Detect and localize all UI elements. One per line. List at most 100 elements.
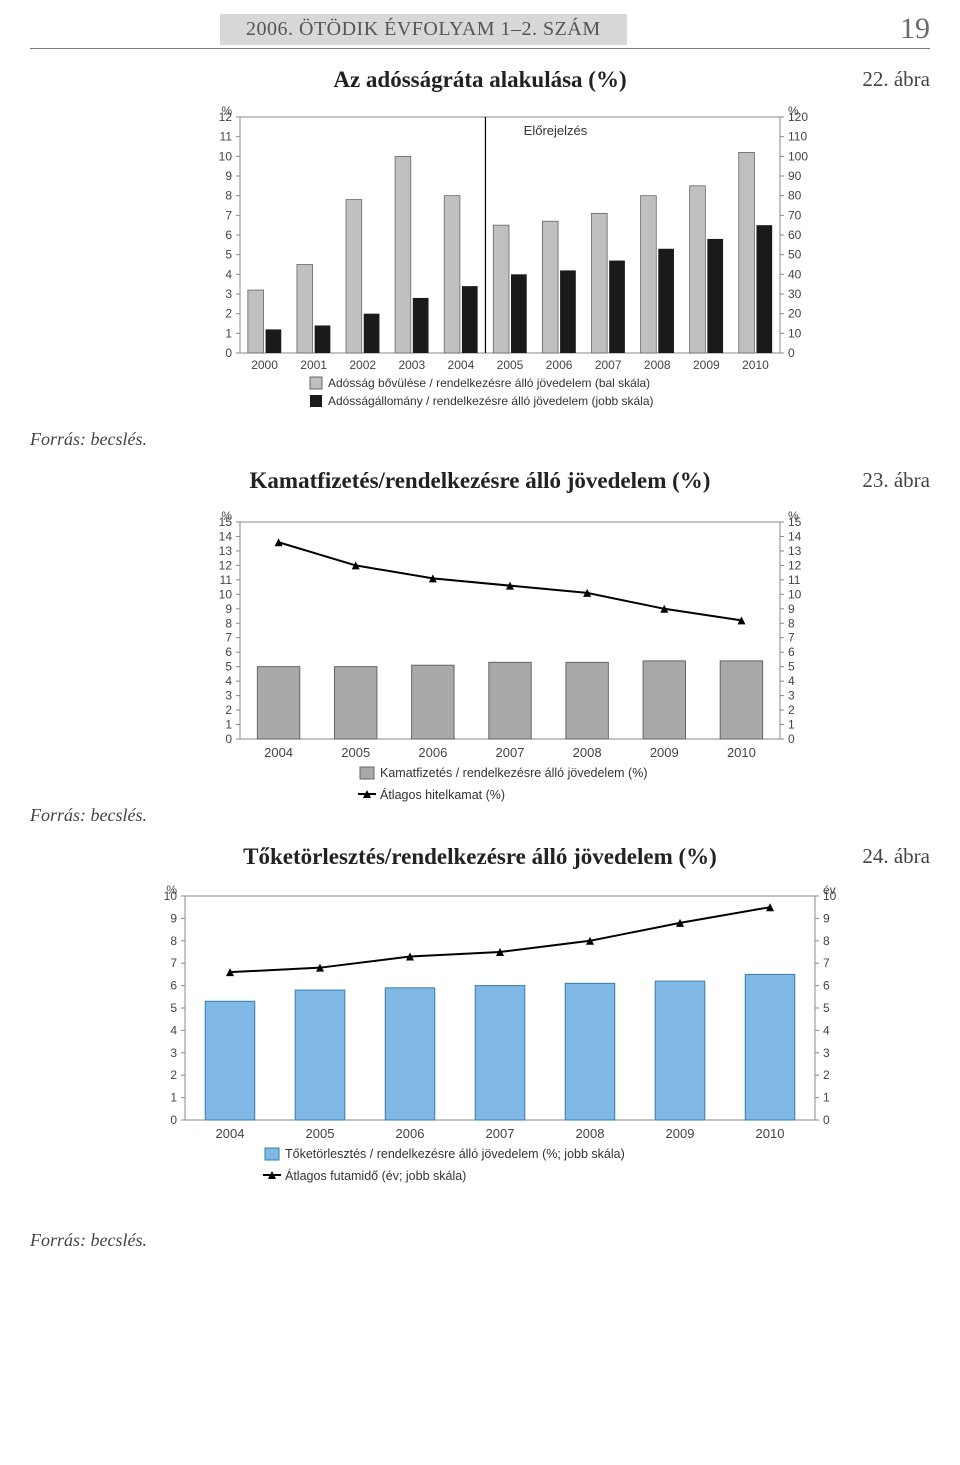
svg-text:2006: 2006 [546, 358, 573, 372]
figure-22-title: Az adósságráta alakulása (%) [30, 67, 930, 93]
svg-text:Előrejelzés: Előrejelzés [524, 123, 588, 138]
svg-text:2010: 2010 [756, 1126, 785, 1141]
svg-text:2001: 2001 [300, 358, 327, 372]
svg-text:3: 3 [225, 689, 232, 703]
svg-text:Adósság bővülése / rendelkezés: Adósság bővülése / rendelkezésre álló jö… [328, 376, 650, 390]
svg-text:11: 11 [220, 130, 233, 144]
svg-text:%: % [221, 104, 232, 118]
svg-text:70: 70 [788, 208, 802, 222]
svg-text:Kamatfizetés / rendelkezésre á: Kamatfizetés / rendelkezésre álló jövede… [380, 766, 647, 780]
figure-23-title: Kamatfizetés/rendelkezésre álló jövedele… [30, 468, 930, 494]
svg-text:5: 5 [225, 248, 232, 262]
svg-text:60: 60 [788, 228, 802, 242]
svg-text:6: 6 [225, 228, 232, 242]
svg-text:Átlagos futamidő (év; jobb ská: Átlagos futamidő (év; jobb skála) [285, 1168, 466, 1183]
svg-text:2004: 2004 [216, 1126, 245, 1141]
svg-text:12: 12 [788, 558, 802, 572]
svg-text:9: 9 [823, 911, 830, 925]
figure-24: 24. ábra Tőketörlesztés/rendelkezésre ál… [30, 844, 930, 1220]
svg-text:2008: 2008 [573, 745, 602, 760]
svg-text:7: 7 [225, 631, 232, 645]
svg-text:2009: 2009 [666, 1126, 695, 1141]
svg-text:7: 7 [823, 956, 830, 970]
svg-text:7: 7 [225, 208, 232, 222]
page-number: 19 [900, 12, 930, 46]
svg-text:5: 5 [170, 1001, 177, 1015]
figure-22-label: 22. ábra [862, 67, 930, 92]
svg-text:2007: 2007 [486, 1126, 515, 1141]
svg-text:6: 6 [788, 645, 795, 659]
svg-text:2004: 2004 [264, 745, 293, 760]
svg-text:2009: 2009 [693, 358, 720, 372]
svg-text:2006: 2006 [418, 745, 447, 760]
svg-text:9: 9 [225, 602, 232, 616]
svg-text:10: 10 [219, 587, 233, 601]
figure-24-title: Tőketörlesztés/rendelkezésre álló jövede… [30, 844, 930, 870]
svg-text:9: 9 [170, 911, 177, 925]
svg-text:2007: 2007 [496, 745, 525, 760]
svg-text:6: 6 [823, 979, 830, 993]
svg-text:1: 1 [788, 718, 795, 732]
svg-text:3: 3 [225, 287, 232, 301]
svg-text:8: 8 [225, 616, 232, 630]
svg-text:1: 1 [225, 326, 232, 340]
svg-text:9: 9 [788, 602, 795, 616]
svg-text:0: 0 [225, 346, 232, 360]
svg-text:8: 8 [788, 616, 795, 630]
svg-text:2008: 2008 [576, 1126, 605, 1141]
svg-text:6: 6 [170, 979, 177, 993]
svg-text:10: 10 [788, 587, 802, 601]
svg-text:13: 13 [788, 544, 802, 558]
svg-text:2005: 2005 [497, 358, 524, 372]
svg-text:4: 4 [823, 1023, 830, 1037]
svg-text:90: 90 [788, 169, 802, 183]
svg-text:2: 2 [788, 703, 795, 717]
svg-text:7: 7 [170, 956, 177, 970]
svg-text:2008: 2008 [644, 358, 671, 372]
svg-text:2003: 2003 [398, 358, 425, 372]
svg-text:%: % [221, 509, 232, 523]
svg-text:2: 2 [225, 307, 232, 321]
svg-text:%: % [788, 104, 799, 118]
svg-text:1: 1 [225, 718, 232, 732]
svg-text:8: 8 [170, 934, 177, 948]
svg-text:3: 3 [788, 689, 795, 703]
svg-text:110: 110 [788, 130, 807, 144]
svg-text:5: 5 [788, 660, 795, 674]
svg-text:14: 14 [788, 529, 802, 543]
svg-text:0: 0 [788, 346, 795, 360]
figure-24-label: 24. ábra [862, 844, 930, 869]
svg-text:2: 2 [170, 1068, 177, 1082]
svg-text:2010: 2010 [727, 745, 756, 760]
figure-23-label: 23. ábra [862, 468, 930, 493]
svg-text:80: 80 [788, 189, 802, 203]
svg-text:2000: 2000 [251, 358, 278, 372]
svg-text:0: 0 [225, 732, 232, 746]
svg-text:11: 11 [788, 573, 801, 587]
svg-text:0: 0 [823, 1113, 830, 1127]
svg-text:4: 4 [788, 674, 795, 688]
svg-text:0: 0 [788, 732, 795, 746]
svg-text:2010: 2010 [742, 358, 769, 372]
svg-text:5: 5 [225, 660, 232, 674]
svg-text:0: 0 [170, 1113, 177, 1127]
figure-24-source: Forrás: becslés. [30, 1230, 960, 1251]
svg-text:év: év [823, 883, 836, 897]
svg-text:3: 3 [170, 1046, 177, 1060]
svg-text:1: 1 [170, 1091, 177, 1105]
svg-text:%: % [166, 883, 177, 897]
svg-text:12: 12 [219, 558, 233, 572]
svg-text:20: 20 [788, 307, 802, 321]
svg-text:14: 14 [219, 529, 233, 543]
svg-text:Adósságállomány / rendelkezésr: Adósságállomány / rendelkezésre álló jöv… [328, 394, 654, 408]
svg-text:2006: 2006 [396, 1126, 425, 1141]
svg-text:11: 11 [220, 573, 233, 587]
svg-text:2: 2 [225, 703, 232, 717]
figure-22-chart: 0123456789101112010203040506070809010011… [190, 103, 830, 443]
svg-text:7: 7 [788, 631, 795, 645]
svg-text:4: 4 [170, 1023, 177, 1037]
figure-23-chart: 0011223344556677889910101111121213131414… [190, 504, 830, 819]
svg-text:40: 40 [788, 267, 802, 281]
svg-text:100: 100 [788, 149, 808, 163]
header-tab: 2006. ÖTÖDIK ÉVFOLYAM 1–2. SZÁM [220, 14, 627, 45]
